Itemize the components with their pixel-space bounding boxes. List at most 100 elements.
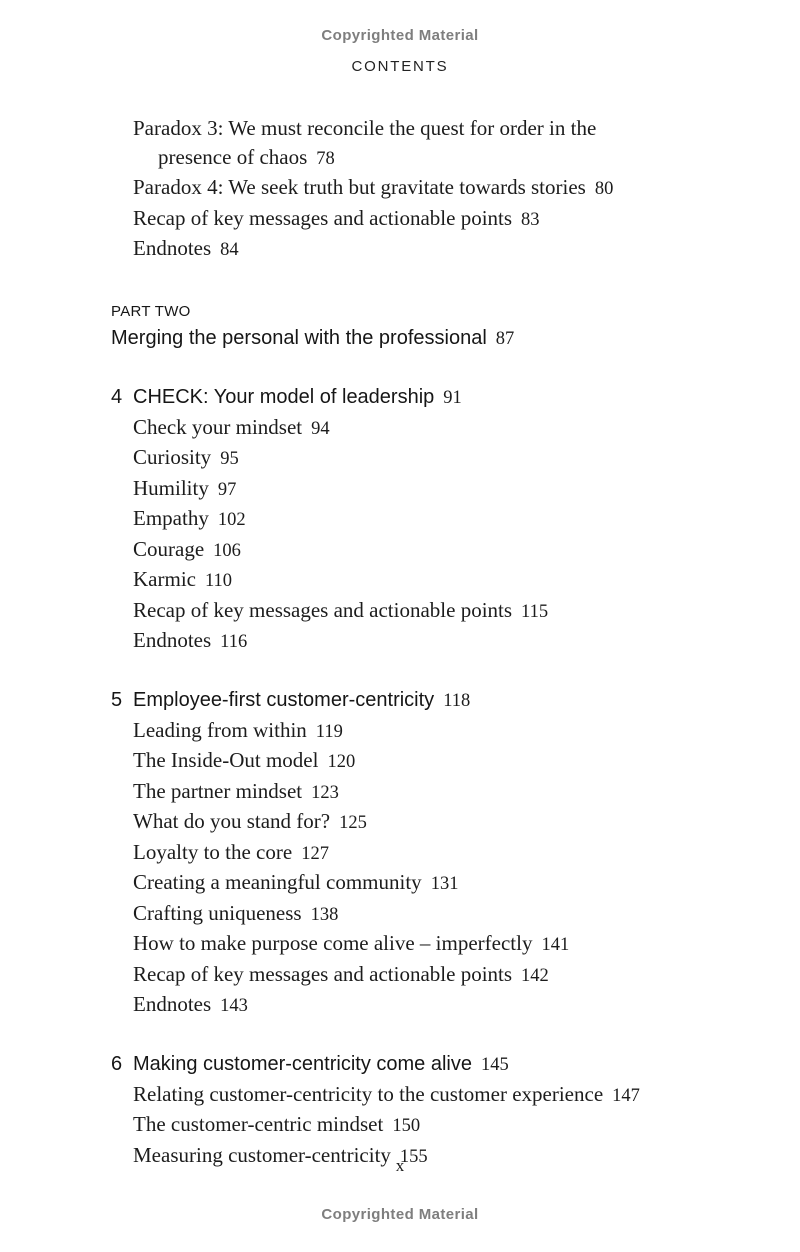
- toc-entry-text: Recap of key messages and actionable poi…: [133, 597, 513, 622]
- chapter-heading: 6 Making customer-centricity come alive 14…: [111, 1050, 788, 1080]
- chapter-title: Employee-first customer-centricity: [133, 689, 435, 711]
- toc-entry-wrap-line: presence of chaos 78: [133, 143, 788, 174]
- toc-page-number: 141: [541, 935, 570, 955]
- toc-entry: Paradox 3: We must reconcile the quest f…: [133, 114, 788, 173]
- toc-entry-line: Paradox 3: We must reconcile the quest f…: [133, 114, 788, 143]
- toc-page-number: 142: [521, 965, 549, 986]
- toc-entry: Crafting uniqueness 138: [133, 899, 788, 930]
- part-title: Merging the personal with the profession…: [111, 324, 788, 354]
- toc-entry-text: Creating a meaningful community: [133, 870, 422, 894]
- chapter-number: 5: [111, 689, 123, 711]
- toc-page-number: 127: [301, 843, 329, 864]
- chapter-heading: 5 Employee-first customer-centricity 118: [111, 686, 788, 716]
- toc-page-number: 147: [612, 1085, 640, 1106]
- folio-page-number: x: [395, 1156, 405, 1175]
- toc-entry: Endnotes 143: [133, 990, 788, 1021]
- toc-page-number: 80: [594, 179, 614, 199]
- toc-page-number: 119: [315, 721, 343, 742]
- toc-entry: Endnotes 84: [133, 234, 788, 265]
- toc-entry: Endnotes 116: [133, 626, 788, 657]
- toc-entry: Paradox 4: We seek truth but gravitate t…: [133, 173, 788, 204]
- toc-page-number: 145: [481, 1055, 509, 1075]
- chapter-title: Making customer-centricity come alive: [133, 1053, 472, 1075]
- toc-chapter-5: 5 Employee-first customer-centricity 118 L…: [111, 686, 788, 1021]
- toc-entry: The partner mindset 123: [133, 777, 788, 808]
- toc-entry-text: Karmic: [133, 567, 196, 591]
- toc-entry-text: The partner mindset: [133, 778, 303, 803]
- toc-entry-text: How to make purpose come alive – imperfe…: [133, 931, 533, 955]
- toc-entry-text: Paradox 3: We must reconcile the quest f…: [133, 116, 597, 140]
- toc-entry: Creating a meaningful community 131: [133, 868, 788, 899]
- toc-page-number: 120: [327, 752, 356, 772]
- toc-entry: Curiosity 95: [133, 443, 788, 474]
- toc-entry-text: Curiosity: [133, 445, 212, 469]
- chapter-number: 6: [111, 1053, 123, 1075]
- toc-entry: Check your mindset 94: [133, 413, 788, 444]
- toc-entry-text: Relating customer-centricity to the cust…: [133, 1081, 604, 1106]
- toc-entry-text: Check your mindset: [133, 414, 303, 439]
- toc-entry: Humility 97: [133, 474, 788, 505]
- toc-page-number: 78: [316, 148, 335, 169]
- toc-entry-text: Recap of key messages and actionable poi…: [133, 961, 513, 986]
- toc-page-number: 110: [204, 571, 233, 591]
- table-of-contents: Paradox 3: We must reconcile the quest f…: [111, 114, 788, 1172]
- toc-entry: Empathy 102: [133, 504, 788, 535]
- toc-entry-text: The Inside-Out model: [133, 748, 319, 772]
- toc-page-number: 125: [339, 813, 367, 833]
- toc-entry-text: Recap of key messages and actionable poi…: [133, 205, 513, 230]
- toc-entry-text: Courage: [133, 536, 205, 561]
- toc-entry: Recap of key messages and actionable poi…: [133, 960, 788, 991]
- toc-entry-text: presence of chaos: [158, 144, 308, 169]
- part-label: PART TWO: [111, 302, 191, 320]
- toc-page-number: 87: [495, 328, 515, 349]
- toc-page-number: 83: [521, 209, 540, 230]
- toc-entry: Karmic 110: [133, 565, 788, 596]
- toc-page-number: 84: [220, 240, 239, 260]
- toc-chapter-6: 6 Making customer-centricity come alive 14…: [111, 1050, 788, 1172]
- toc-entry-text: Endnotes: [133, 628, 212, 652]
- toc-page-number: 118: [443, 691, 471, 711]
- toc-page-number: 150: [392, 1116, 421, 1136]
- toc-page-number: 102: [217, 510, 246, 530]
- toc-page-number: 95: [220, 449, 239, 469]
- toc-entry-text: Measuring customer-centricity: [133, 1142, 391, 1167]
- toc-page-number: 116: [220, 632, 248, 652]
- toc-entry-text: Endnotes: [133, 992, 212, 1016]
- chapter-number: 4: [111, 386, 123, 408]
- toc-entry-text: Endnotes: [133, 236, 212, 260]
- toc-entry: What do you stand for? 125: [133, 807, 788, 838]
- chapter-heading: 4 CHECK: Your model of leadership 91: [111, 383, 788, 413]
- toc-part-heading: PART TWO Merging the personal with the p…: [111, 299, 788, 354]
- page-title: CONTENTS: [351, 58, 449, 75]
- toc-entry: Measuring customer-centricity 155: [133, 1141, 788, 1172]
- toc-entry: Relating customer-centricity to the cust…: [133, 1080, 788, 1111]
- toc-entry: The customer-centric mindset 150: [133, 1110, 788, 1141]
- toc-entry-text: Empathy: [133, 506, 209, 530]
- toc-chapter-4: 4 CHECK: Your model of leadership 91 Check…: [111, 383, 788, 657]
- toc-entry-text: Humility: [133, 475, 209, 500]
- toc-entry: Leading from within 119: [133, 716, 788, 747]
- toc-page-number: 97: [217, 479, 237, 500]
- toc-entry-text: What do you stand for?: [133, 809, 331, 833]
- toc-entry: The Inside-Out model 120: [133, 746, 788, 777]
- toc-entry: Recap of key messages and actionable poi…: [133, 204, 788, 235]
- toc-page-number: 155: [399, 1146, 428, 1167]
- toc-page-number: 143: [220, 996, 248, 1016]
- toc-entry-text: Crafting uniqueness: [133, 900, 302, 925]
- toc-page-number: 115: [521, 601, 549, 622]
- toc-entry: Courage 106: [133, 535, 788, 566]
- copyright-notice-top: Copyrighted Material: [321, 27, 479, 44]
- part-title-text: Merging the personal with the profession…: [111, 326, 487, 349]
- toc-entry: Loyalty to the core 127: [133, 838, 788, 869]
- toc-page-number: 131: [430, 874, 459, 894]
- toc-page-number: 106: [213, 540, 241, 561]
- toc-entry-text: Leading from within: [133, 717, 307, 742]
- toc-entry: How to make purpose come alive – imperfe…: [133, 929, 788, 960]
- chapter-title: CHECK: Your model of leadership: [133, 386, 435, 408]
- toc-carryover-entries: Paradox 3: We must reconcile the quest f…: [133, 114, 788, 265]
- toc-page-number: 91: [443, 388, 462, 408]
- toc-page-number: 138: [310, 904, 339, 925]
- toc-entry-text: Loyalty to the core: [133, 839, 293, 864]
- toc-entry: Recap of key messages and actionable poi…: [133, 596, 788, 627]
